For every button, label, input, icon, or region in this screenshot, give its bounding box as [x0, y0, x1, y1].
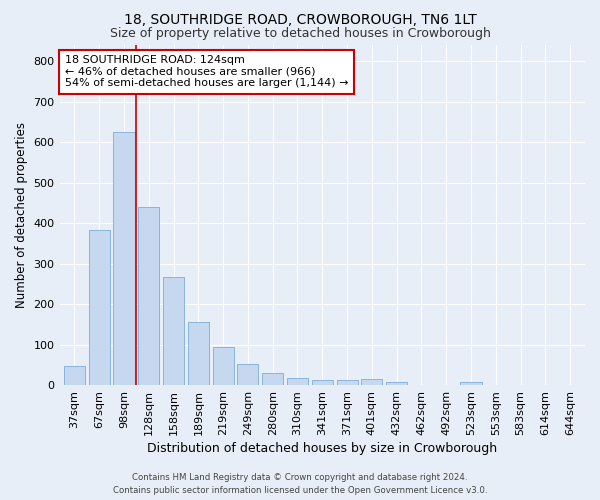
- Bar: [460, 382, 482, 385]
- Text: 18 SOUTHRIDGE ROAD: 124sqm
← 46% of detached houses are smaller (966)
54% of sem: 18 SOUTHRIDGE ROAD: 124sqm ← 46% of deta…: [65, 55, 348, 88]
- Bar: [64, 366, 85, 385]
- Text: Contains HM Land Registry data © Crown copyright and database right 2024.
Contai: Contains HM Land Registry data © Crown c…: [113, 474, 487, 495]
- Bar: [386, 382, 407, 385]
- Y-axis label: Number of detached properties: Number of detached properties: [15, 122, 28, 308]
- Bar: [113, 132, 134, 385]
- Bar: [89, 230, 110, 385]
- Bar: [337, 380, 358, 385]
- Text: 18, SOUTHRIDGE ROAD, CROWBOROUGH, TN6 1LT: 18, SOUTHRIDGE ROAD, CROWBOROUGH, TN6 1L…: [124, 12, 476, 26]
- Bar: [238, 364, 259, 385]
- Bar: [361, 379, 382, 385]
- Bar: [163, 276, 184, 385]
- Bar: [312, 380, 333, 385]
- Text: Size of property relative to detached houses in Crowborough: Size of property relative to detached ho…: [110, 28, 490, 40]
- Bar: [212, 346, 233, 385]
- Bar: [188, 322, 209, 385]
- Bar: [138, 207, 160, 385]
- Bar: [287, 378, 308, 385]
- Bar: [262, 373, 283, 385]
- X-axis label: Distribution of detached houses by size in Crowborough: Distribution of detached houses by size …: [147, 442, 497, 455]
